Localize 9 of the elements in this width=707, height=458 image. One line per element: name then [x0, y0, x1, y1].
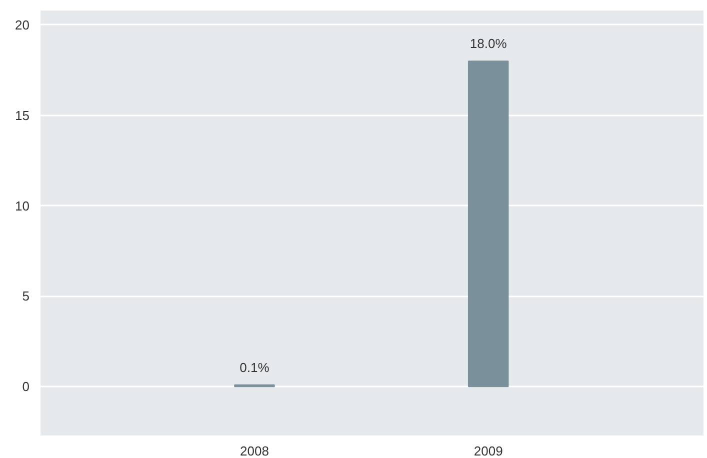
x-tick-label: 2009 — [474, 444, 503, 458]
data-label: 18.0% — [470, 36, 508, 52]
data-label: 0.1% — [240, 360, 270, 375]
y-tick-label: 20 — [15, 17, 30, 32]
y-tick-label: 10 — [15, 198, 30, 214]
y-tick-label: 5 — [22, 288, 30, 304]
y-tick-label: 0 — [22, 379, 30, 394]
y-tick-label: 15 — [15, 108, 30, 123]
x-tick-label: 2008 — [240, 444, 269, 458]
